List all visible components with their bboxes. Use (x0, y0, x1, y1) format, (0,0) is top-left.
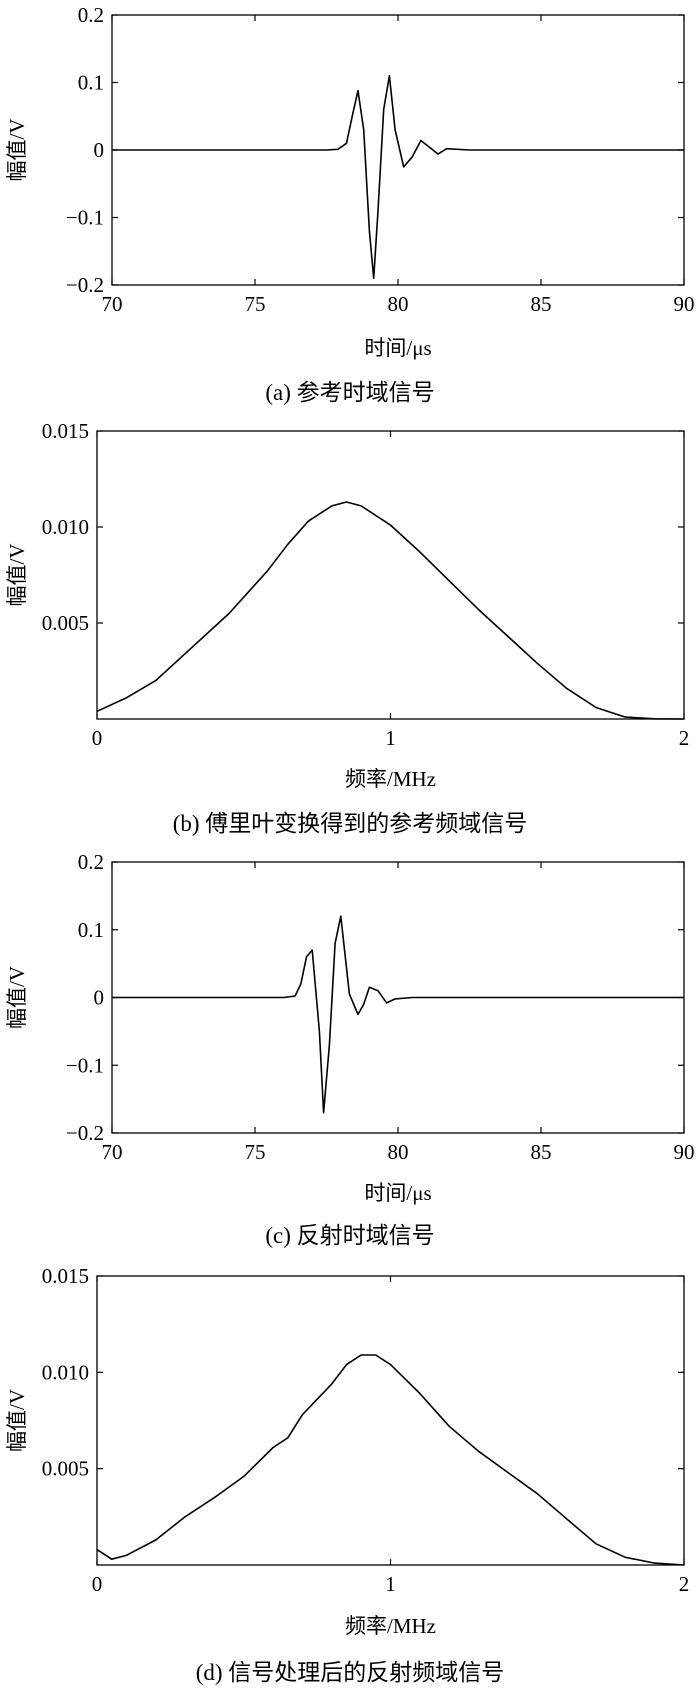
y-tick-label: 0 (94, 986, 105, 1010)
y-tick-label: 0.2 (78, 850, 104, 874)
y-tick-label: −0.2 (66, 1121, 104, 1145)
x-tick-label: 0 (92, 726, 103, 750)
chart-caption: (d) 信号处理后的反射频域信号 (196, 1660, 505, 1685)
y-tick-label: 0 (94, 138, 105, 162)
x-tick-label: 75 (245, 292, 266, 316)
y-tick-label: 0.010 (42, 515, 89, 539)
series-line-1 (96, 501, 685, 720)
x-tick-label: 90 (674, 1140, 695, 1164)
plot-frame (96, 430, 685, 720)
x-tick-label: 1 (385, 1572, 396, 1596)
y-tick-label: −0.1 (66, 206, 104, 230)
y-tick-label: 0.005 (42, 1457, 89, 1481)
y-axis-label: 幅值/V (5, 119, 29, 182)
x-tick-label: 70 (102, 292, 123, 316)
chart-panel-2: 0 1 2 0.015 0.010 0.005 频率/MHz 幅值/V (b) 傅里叶变换得到的… (5, 419, 689, 836)
chart-caption: (a) 参考时域信号 (265, 380, 434, 405)
x-tick-label: 1 (385, 726, 396, 750)
y-axis-label: 幅值/V (5, 966, 29, 1029)
y-tick-label: 0.1 (78, 918, 104, 942)
chart-caption: (c) 反射时域信号 (265, 1223, 434, 1248)
x-tick-label: 2 (679, 726, 690, 750)
y-tick-label: −0.1 (66, 1053, 104, 1077)
series-line-1 (96, 1354, 685, 1566)
x-tick-label: 75 (245, 1140, 266, 1164)
y-tick-label: 0.015 (42, 1264, 89, 1288)
chart-caption: (b) 傅里叶变换得到的参考频域信号 (173, 811, 528, 836)
chart-panel-1: 70 75 80 85 90 0.2 0.1 0 −0.1 −0.2 时间/μs 幅值/V (a) 参考… (5, 3, 695, 405)
x-tick-label: 80 (388, 1140, 409, 1164)
y-tick-label: 0.015 (42, 419, 89, 443)
series-line-1 (112, 915, 684, 1114)
x-tick-label: 70 (102, 1140, 123, 1164)
plot-frame (96, 1275, 685, 1566)
x-tick-label: 80 (388, 292, 409, 316)
y-tick-label: 0.2 (78, 3, 104, 27)
y-tick-label: 0.010 (42, 1360, 89, 1384)
x-axis-label: 时间/μs (364, 1181, 431, 1205)
y-tick-label: −0.2 (66, 273, 104, 297)
y-tick-label: 0.1 (78, 71, 104, 95)
chart-panel-3: 70 75 80 85 90 0.2 0.1 0 −0.1 −0.2 时间/μs 幅值/V (c) 反射… (5, 850, 695, 1248)
x-tick-label: 85 (531, 292, 552, 316)
x-axis-label: 时间/μs (364, 336, 431, 360)
x-tick-label: 85 (531, 1140, 552, 1164)
y-axis-label: 幅值/V (5, 1389, 29, 1452)
series-line-1 (112, 75, 684, 280)
x-tick-label: 0 (92, 1572, 103, 1596)
x-axis-label: 频率/MHz (345, 767, 436, 791)
x-axis-label: 频率/MHz (345, 1614, 436, 1638)
chart-panel-4: 0 1 2 0.015 0.010 0.005 频率/MHz 幅值/V (d) 信号处理后的反射… (5, 1264, 689, 1685)
y-axis-label: 幅值/V (5, 544, 29, 607)
x-tick-label: 90 (674, 292, 695, 316)
x-tick-label: 2 (679, 1572, 690, 1596)
y-tick-label: 0.005 (42, 611, 89, 635)
